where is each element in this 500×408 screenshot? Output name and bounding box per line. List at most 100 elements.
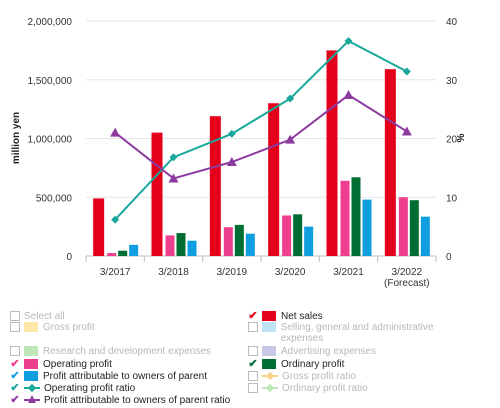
x-tick-label: 3/2022 (Forecast)	[384, 267, 430, 289]
left-axis-title: million yen	[11, 112, 22, 164]
bar-profit-attributable-to-owners-of-parent[interactable]	[420, 216, 430, 256]
line-point-marker[interactable]	[168, 173, 179, 183]
bar-profit-attributable-to-owners-of-parent[interactable]	[187, 240, 197, 256]
bar-ordinary-profit[interactable]	[351, 177, 361, 256]
legend-label: Net sales	[281, 311, 323, 322]
diamond-marker-icon	[262, 383, 278, 393]
legend-label: Ordinary profit ratio	[282, 383, 368, 394]
legend-swatch	[24, 359, 38, 369]
legend-label: Operating profit ratio	[44, 383, 136, 394]
legend-item[interactable]: ✔ Operating profit ratio	[10, 381, 136, 394]
checkbox-icon[interactable]	[248, 346, 258, 356]
chart: 0 500,000 1,000,000 1,500,000 2,000,000 0 10 2…	[11, 17, 467, 289]
left-axis-ticks: 0 500,000 1,000,000 1,500,000 2,000,000	[28, 17, 73, 263]
right-tick-label: 40	[446, 17, 458, 28]
legend-swatch	[262, 311, 276, 321]
checkbox-icon[interactable]	[10, 311, 20, 321]
bar-net-sales[interactable]	[268, 103, 280, 256]
ratio-lines	[110, 36, 412, 224]
bar-ordinary-profit[interactable]	[234, 224, 244, 256]
legend-label: Ordinary profit	[281, 359, 345, 370]
bar-ordinary-profit[interactable]	[118, 250, 128, 256]
line-point-marker[interactable]	[286, 94, 295, 103]
legend-item[interactable]: ✔ Profit attributable to owners of parent…	[10, 393, 231, 406]
bar-operating-profit[interactable]	[107, 253, 117, 256]
legend-label: Select all	[24, 311, 65, 322]
x-axis-ticks: 3/2017 3/2018 3/2019 3/2020 3/2021 3/2022 (For…	[85, 256, 437, 289]
legend-item[interactable]: ✔ Operating profit	[10, 357, 112, 370]
legend-item[interactable]: ✔ Profit attributable to owners of parent	[10, 369, 207, 382]
line-point-marker[interactable]	[344, 36, 353, 45]
right-axis-ticks: 0 10 20 30 40	[446, 17, 458, 263]
legend-item[interactable]: Select all	[10, 311, 65, 322]
line-point-marker[interactable]	[227, 129, 236, 138]
right-tick-label: 20	[446, 135, 458, 146]
legend-item[interactable]: Selling, general and administrative expe…	[248, 322, 468, 344]
bar-profit-attributable-to-owners-of-parent[interactable]	[304, 226, 314, 256]
line-point-marker[interactable]	[402, 67, 411, 76]
line-point-marker[interactable]	[111, 215, 120, 224]
line-point-marker[interactable]	[110, 127, 121, 137]
bar-net-sales[interactable]	[93, 198, 105, 256]
bar-profit-attributable-to-owners-of-parent[interactable]	[129, 244, 139, 256]
checkmark-icon[interactable]: ✔	[10, 369, 20, 382]
legend-label: Advertising expenses	[281, 346, 377, 357]
legend-label: Selling, general and administrative expe…	[280, 322, 434, 344]
legend-swatch	[261, 322, 276, 332]
bar-profit-attributable-to-owners-of-parent[interactable]	[245, 233, 255, 256]
legend-swatch	[24, 322, 38, 332]
legend-item[interactable]: Gross profit ratio	[248, 371, 356, 382]
legend-label: Gross profit	[43, 322, 95, 333]
checkbox-icon[interactable]	[248, 322, 258, 332]
bar-operating-profit[interactable]	[340, 180, 350, 256]
checkbox-icon[interactable]	[10, 322, 20, 332]
diamond-marker-icon	[24, 383, 40, 393]
bar-ordinary-profit[interactable]	[176, 233, 186, 256]
line-point-marker[interactable]	[285, 134, 296, 144]
legend-item[interactable]: Ordinary profit ratio	[248, 383, 368, 394]
legend-label: Gross profit ratio	[282, 371, 356, 382]
checkmark-icon[interactable]: ✔	[10, 393, 20, 406]
x-tick-label: 3/2018	[158, 267, 189, 278]
line-point-marker[interactable]	[343, 90, 354, 100]
legend-swatch	[262, 359, 276, 369]
x-tick-label: 3/2019	[217, 267, 248, 278]
legend-label: Profit attributable to owners of parent …	[44, 395, 231, 406]
checkmark-icon[interactable]: ✔	[10, 381, 20, 394]
right-axis-title: %	[456, 133, 467, 142]
line-profit-attributable-to-owners-of-parent-ratio[interactable]	[114, 93, 408, 180]
checkbox-icon[interactable]	[10, 346, 20, 356]
line-point-marker[interactable]	[401, 126, 412, 136]
line-point-marker[interactable]	[169, 153, 178, 162]
bar-operating-profit[interactable]	[398, 197, 408, 256]
line-point-marker[interactable]	[226, 157, 237, 166]
bar-operating-profit[interactable]	[223, 227, 233, 256]
checkbox-icon[interactable]	[248, 371, 258, 381]
checkmark-icon[interactable]: ✔	[248, 309, 258, 322]
bar-operating-profit[interactable]	[282, 215, 292, 256]
checkmark-icon[interactable]: ✔	[248, 357, 258, 370]
bar-net-sales[interactable]	[384, 69, 396, 256]
left-tick-label: 500,000	[36, 193, 73, 204]
left-tick-label: 1,500,000	[28, 76, 73, 87]
line-operating-profit-ratio[interactable]	[114, 39, 408, 221]
legend-item[interactable]: Advertising expenses	[248, 346, 376, 357]
checkmark-icon[interactable]: ✔	[10, 357, 20, 370]
bar-ordinary-profit[interactable]	[409, 200, 419, 256]
x-tick-label: 3/2020	[275, 267, 306, 278]
left-tick-label: 2,000,000	[28, 17, 73, 28]
bar-profit-attributable-to-owners-of-parent[interactable]	[362, 199, 372, 256]
legend-item[interactable]: ✔ Net sales	[248, 309, 323, 322]
bar-net-sales[interactable]	[151, 132, 163, 256]
legend-item[interactable]: ✔ Ordinary profit	[248, 357, 345, 370]
bar-ordinary-profit[interactable]	[293, 214, 303, 256]
bar-operating-profit[interactable]	[165, 235, 175, 256]
legend-swatch	[262, 346, 276, 356]
bar-net-sales[interactable]	[209, 116, 221, 256]
checkbox-icon[interactable]	[248, 383, 258, 393]
left-tick-label: 1,000,000	[28, 135, 73, 146]
bar-net-sales[interactable]	[326, 50, 338, 256]
legend-item[interactable]: Research and development expenses	[10, 346, 211, 357]
x-tick-label: 3/2017	[100, 267, 131, 278]
legend-item[interactable]: Gross profit	[10, 322, 95, 333]
